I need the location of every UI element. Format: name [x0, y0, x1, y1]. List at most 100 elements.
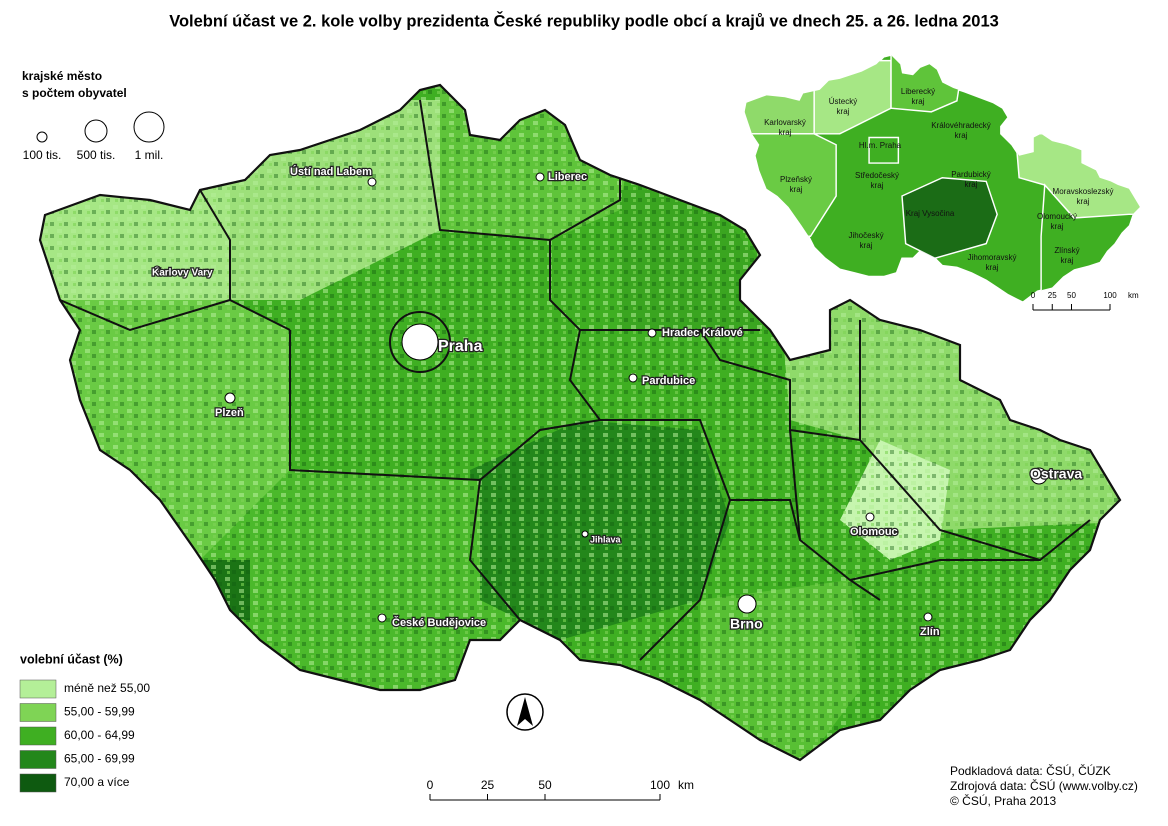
region-borders	[59, 99, 1091, 661]
region-label-line: kraj	[1061, 256, 1074, 265]
region-label-line: kraj	[965, 180, 978, 189]
city-label: Jihlava	[590, 534, 622, 544]
size-legend-title: krajské město	[22, 69, 102, 83]
city-symbol	[581, 530, 589, 538]
region-label: Ústecký kraj	[829, 97, 857, 116]
region-label-line: Plzeňský	[780, 175, 812, 184]
region-label: Karlovarský kraj	[764, 118, 806, 137]
city-symbol	[152, 265, 162, 275]
legend-swatch	[19, 750, 57, 769]
region-label: Pardubický kraj	[951, 170, 991, 189]
map-title: Volební účast ve 2. kole volby prezident…	[169, 11, 999, 30]
legend-label: 65,00 - 69,99	[64, 752, 135, 766]
region-label: Královéhradecký kraj	[931, 121, 991, 140]
legend-swatch	[19, 726, 57, 746]
region-label-line: Středočeský	[855, 171, 899, 180]
region-label: Liberecký kraj	[901, 87, 935, 106]
city-label: České Budějovice	[392, 616, 486, 629]
city-label: Brno	[730, 616, 763, 632]
scale-bar: 0 25 50 100 km	[427, 778, 694, 801]
city-symbol	[367, 177, 377, 187]
region-label: Hl.m. Praha	[859, 141, 902, 150]
scale-label: 100	[650, 778, 670, 792]
city-label: Karlovy Vary	[152, 268, 213, 279]
size-label: 500 tis.	[77, 148, 116, 162]
region-label-line: Královéhradecký	[931, 121, 991, 130]
city-label: Zlín	[920, 626, 940, 638]
legend-label: 60,00 - 64,99	[64, 728, 135, 742]
region-label-line: Jihočeský	[848, 231, 883, 240]
legend-label: 55,00 - 59,99	[64, 705, 135, 719]
legend-label: méně než 55,00	[64, 681, 150, 695]
size-legend-title: s počtem obyvatel	[22, 86, 127, 100]
city-symbol	[224, 392, 236, 404]
region-label-line: Olomoucký	[1037, 212, 1077, 221]
city-symbol	[647, 328, 657, 338]
scale-label: 50	[1067, 291, 1076, 300]
region-label-line: kraj	[955, 131, 968, 140]
credit: © ČSÚ, Praha 2013	[950, 793, 1057, 808]
city-symbol	[377, 613, 387, 623]
city-symbol	[923, 612, 933, 622]
region-label: Olomoucký kraj	[1037, 212, 1077, 231]
city-symbol	[1030, 467, 1048, 485]
region-label-line: Pardubický	[951, 170, 991, 179]
legend: méně než 55,00 55,00 - 59,99 60,00 - 64,99…	[19, 679, 150, 793]
scale-label: 100	[1103, 291, 1117, 300]
scale-label: 25	[1048, 291, 1057, 300]
region-label: Zlínský kraj	[1054, 246, 1079, 265]
size-label: 100 tis.	[23, 148, 62, 162]
scale-unit: km	[1128, 291, 1139, 300]
city-label: Ústí nad Labem	[290, 165, 372, 178]
region-label: Jihočeský kraj	[848, 231, 883, 250]
region-label-line: kraj	[986, 263, 999, 272]
city-label: Pardubice	[642, 375, 695, 387]
size-symbol	[133, 111, 165, 143]
credit: Zdrojová data: ČSÚ (www.volby.cz)	[950, 778, 1138, 793]
city-label: Plzeň	[215, 407, 244, 419]
region-label: Kraj Vysočina	[906, 209, 955, 218]
region-label-line: Ústecký	[829, 97, 857, 106]
scale-unit: km	[678, 778, 694, 792]
region-label-line: kraj	[1051, 222, 1064, 231]
legend-label: 70,00 a více	[64, 775, 130, 789]
city-symbol	[628, 373, 638, 383]
region-label-line: kraj	[1077, 197, 1090, 206]
region-label: Středočeský kraj	[855, 171, 899, 190]
region-label-line: Zlínský	[1054, 246, 1079, 255]
scale-label: 0	[427, 778, 434, 792]
size-label: 1 mil.	[135, 148, 164, 162]
size-symbol	[36, 131, 48, 143]
city-symbol	[401, 323, 439, 361]
region-label-line: Liberecký	[901, 87, 935, 96]
city-label: Praha	[438, 338, 483, 355]
city-label: Hradec Králové	[662, 327, 743, 339]
city-symbol	[737, 594, 757, 614]
inset-scale-bar: 0 25 50 100 km	[1031, 291, 1139, 311]
north-arrow	[506, 693, 544, 731]
legend-title: volební účast (%)	[20, 652, 123, 666]
region-label-line: kraj	[871, 181, 884, 190]
cities: Praha Brno Ostrava Plzeň Liberec Ústí nad Lab…	[151, 164, 1084, 640]
region-label: Moravskoslezský kraj	[1053, 187, 1114, 206]
region-label-line: kraj	[779, 128, 792, 137]
region-label-line: kraj	[912, 97, 925, 106]
region-label: Jihomoravský kraj	[968, 253, 1017, 272]
legend-swatch	[19, 703, 57, 722]
city-symbol	[535, 172, 545, 182]
region-label-line: kraj	[790, 185, 803, 194]
region-label: Plzeňský kraj	[780, 175, 812, 194]
city-label: Ostrava	[1030, 466, 1082, 482]
region-label-line: kraj	[860, 241, 873, 250]
credit: Podkladová data: ČSÚ, ČÚZK	[950, 763, 1111, 778]
size-symbol	[84, 119, 108, 143]
scale-label: 50	[538, 778, 552, 792]
region-label-line: Karlovarský	[764, 118, 806, 127]
region-label-line: Jihomoravský	[968, 253, 1017, 262]
scale-label: 0	[1031, 291, 1036, 300]
region-label-line: Moravskoslezský	[1053, 187, 1114, 196]
scale-label: 25	[481, 778, 495, 792]
city-label: Liberec	[548, 171, 587, 183]
